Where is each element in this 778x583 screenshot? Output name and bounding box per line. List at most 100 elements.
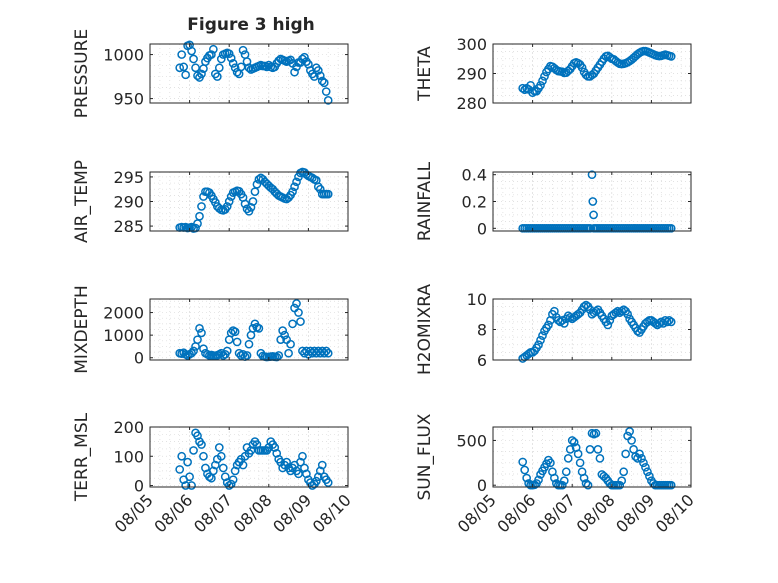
data-point [177, 451, 187, 461]
data-point [581, 70, 591, 80]
y-tick-label: 300 [456, 35, 487, 54]
data-point [222, 202, 232, 211]
data-point [197, 440, 206, 449]
x-tick-label: 08/08 [230, 490, 276, 536]
x-tick-label: 08/08 [573, 490, 619, 536]
data-point [323, 189, 333, 199]
x-tick-label: 08/09 [612, 490, 658, 536]
data-point [224, 197, 234, 206]
x-tick-label: 08/07 [190, 490, 236, 536]
data-point [621, 449, 631, 459]
ylabel: SUN_FLUX [415, 413, 435, 500]
data-point [286, 339, 295, 349]
data-series [175, 428, 333, 490]
subplot-pressure: PRESSURE 950 1000 [72, 29, 349, 118]
data-point [546, 458, 555, 468]
data-point [588, 197, 598, 206]
data-point [282, 457, 291, 467]
data-point [296, 317, 305, 326]
data-point [623, 309, 632, 319]
data-point [565, 312, 575, 322]
data-point [323, 348, 333, 358]
data-point [520, 85, 530, 95]
data-point [288, 319, 297, 329]
y-tick-label: 295 [113, 168, 144, 187]
data-point [274, 56, 284, 66]
data-point [538, 331, 547, 340]
data-series [175, 167, 333, 233]
y-tick-label: 2000 [103, 304, 144, 323]
data-point [185, 472, 194, 482]
data-point [209, 466, 218, 476]
data-point [591, 428, 601, 438]
data-point [224, 49, 234, 59]
data-point [591, 306, 601, 316]
data-point [197, 328, 206, 338]
data-point [189, 346, 198, 356]
figure-title: Figure 3 high [187, 15, 315, 35]
data-point [583, 480, 593, 490]
data-point [643, 467, 652, 477]
data-point [666, 317, 676, 327]
ylabel: H2OMIXRA [415, 284, 435, 375]
data-point [540, 72, 549, 81]
data-point [635, 449, 644, 459]
data-point [300, 463, 309, 473]
data-point [641, 462, 650, 472]
data-point [577, 63, 587, 72]
data-point [242, 204, 252, 214]
data-point [619, 467, 629, 477]
axes-box [149, 43, 349, 104]
data-point [207, 50, 216, 59]
data-point [274, 351, 284, 360]
subplot-rainfall: RAINFALL 0 0.2 0.4 [415, 161, 692, 241]
data-point [587, 170, 597, 180]
data-point [195, 211, 204, 221]
data-point [660, 316, 670, 325]
data-point [313, 182, 323, 192]
y-tick-label: 0 [134, 349, 144, 368]
data-point [567, 436, 577, 445]
data-point [518, 457, 528, 467]
data-point [321, 87, 331, 96]
x-tick-label: 08/09 [269, 490, 315, 536]
y-tick-label: 285 [113, 217, 144, 236]
data-point [288, 187, 297, 197]
data-point [603, 320, 613, 330]
data-point [228, 59, 238, 68]
data-point [244, 63, 254, 73]
data-point [321, 346, 331, 356]
y-tick-label: 280 [456, 94, 487, 113]
data-point [193, 335, 202, 345]
data-point [309, 72, 319, 81]
data-point [214, 63, 224, 73]
data-point [238, 460, 248, 470]
data-point [522, 473, 532, 483]
data-point [569, 437, 579, 447]
data-point [199, 451, 208, 461]
data-point [248, 324, 258, 333]
data-point [544, 320, 553, 330]
data-series [518, 46, 676, 98]
data-point [252, 440, 262, 449]
x-tick-label: 08/05 [454, 490, 500, 536]
data-point [272, 448, 282, 458]
ylabel: PRESSURE [72, 29, 92, 118]
data-point [317, 76, 327, 86]
ylabel: RAINFALL [415, 161, 435, 241]
data-point [242, 351, 252, 360]
data-point [199, 344, 208, 354]
subplot-terr-msl: TERR_MSL 0 100 200 08/0508/0608/0708/0808/0… [72, 412, 355, 536]
y-tick-label: 0 [477, 476, 487, 495]
data-point [175, 465, 185, 474]
data-point [302, 469, 311, 479]
data-point [313, 472, 323, 482]
y-tick-label: 1000 [103, 46, 144, 65]
data-point [193, 71, 202, 81]
data-point [187, 481, 196, 490]
data-point [313, 66, 323, 75]
data-point [518, 83, 528, 93]
data-point [270, 443, 280, 452]
data-point [615, 480, 625, 490]
y-tick-label: 100 [113, 447, 144, 466]
